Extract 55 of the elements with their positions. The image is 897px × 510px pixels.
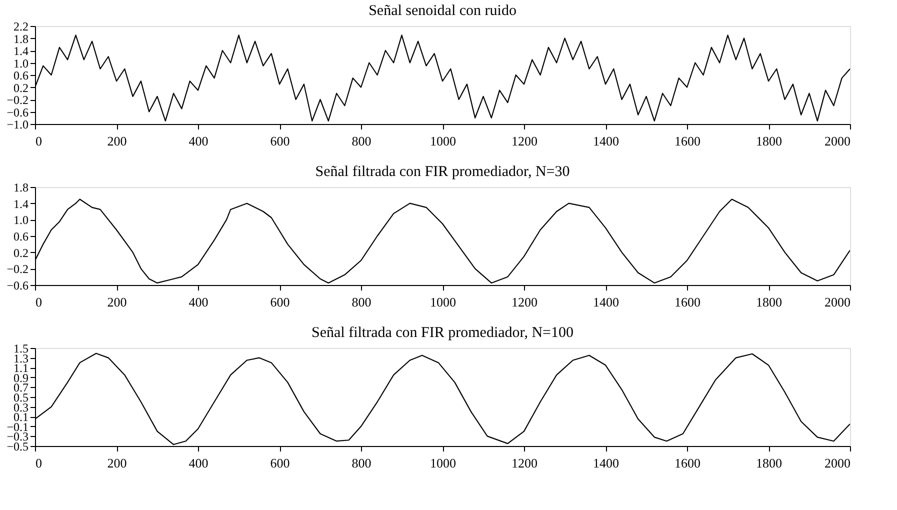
x-tick-label: 600: [270, 134, 290, 148]
x-tick-label: 800: [352, 134, 372, 148]
y-tick-label: −0.6: [6, 278, 28, 292]
x-tick-label: 200: [107, 134, 127, 148]
y-tick-label: 0.6: [14, 230, 28, 244]
y-tick-label: −0.6: [6, 105, 28, 120]
y-tick-label: 0.6: [14, 68, 28, 82]
x-tick-label: 1400: [593, 134, 619, 148]
x-tick-label: 1400: [593, 294, 619, 310]
x-tick-label: 1600: [674, 294, 700, 310]
x-tick-label: 200: [107, 456, 127, 470]
y-tick-label: −0.5: [6, 440, 28, 454]
y-tick-label: −0.2: [6, 93, 28, 107]
x-tick-label: 2000: [824, 456, 850, 470]
y-tick-label: 0.2: [14, 80, 28, 95]
y-tick-label: 1.0: [14, 213, 28, 228]
x-tick-label: 2000: [824, 134, 850, 148]
y-tick-label: 1.4: [14, 44, 28, 58]
x-tick-label: 800: [352, 456, 372, 470]
y-tick-label: 1.8: [14, 180, 28, 194]
x-tick-label: 0: [36, 294, 42, 310]
x-tick-label: 1000: [430, 294, 456, 310]
y-tick-label: −1.0: [6, 118, 28, 132]
chart-title: Señal filtrada con FIR promediador, N=30: [315, 164, 570, 180]
x-tick-label: 600: [270, 294, 290, 310]
x-tick-label: 2000: [824, 294, 850, 310]
x-tick-label: 200: [107, 294, 127, 310]
chart-title: Señal senoidal con ruido: [368, 3, 516, 19]
y-tick-label: 2.2: [14, 20, 28, 34]
y-tick-label: 1.0: [14, 56, 28, 70]
y-tick-label: −0.2: [6, 262, 28, 276]
x-tick-label: 1600: [674, 134, 700, 148]
y-tick-label: 1.5: [14, 342, 28, 356]
x-tick-label: 1000: [430, 456, 456, 470]
x-tick-label: 400: [188, 456, 208, 470]
x-tick-label: 1200: [512, 294, 538, 310]
y-tick-label: 0.5: [14, 390, 28, 404]
y-tick-label: 1.8: [14, 32, 28, 46]
y-tick-label: 1.4: [14, 196, 28, 211]
y-tick-label: 0.2: [14, 246, 28, 260]
x-tick-label: 1800: [756, 456, 782, 470]
x-tick-label: 1800: [756, 294, 782, 310]
x-tick-label: 1200: [512, 134, 538, 148]
x-tick-label: 600: [270, 456, 290, 470]
x-tick-label: 1600: [674, 456, 700, 470]
x-tick-label: 1000: [430, 134, 456, 148]
x-tick-label: 0: [36, 134, 42, 148]
x-tick-label: 1800: [756, 134, 782, 148]
x-tick-label: 400: [188, 134, 208, 148]
x-tick-label: 0: [36, 456, 42, 470]
x-tick-label: 1200: [512, 456, 538, 470]
x-tick-label: 1400: [593, 456, 619, 470]
x-tick-label: 400: [188, 294, 208, 310]
chart-title: Señal filtrada con FIR promediador, N=100: [312, 325, 574, 341]
x-tick-label: 800: [352, 294, 372, 310]
